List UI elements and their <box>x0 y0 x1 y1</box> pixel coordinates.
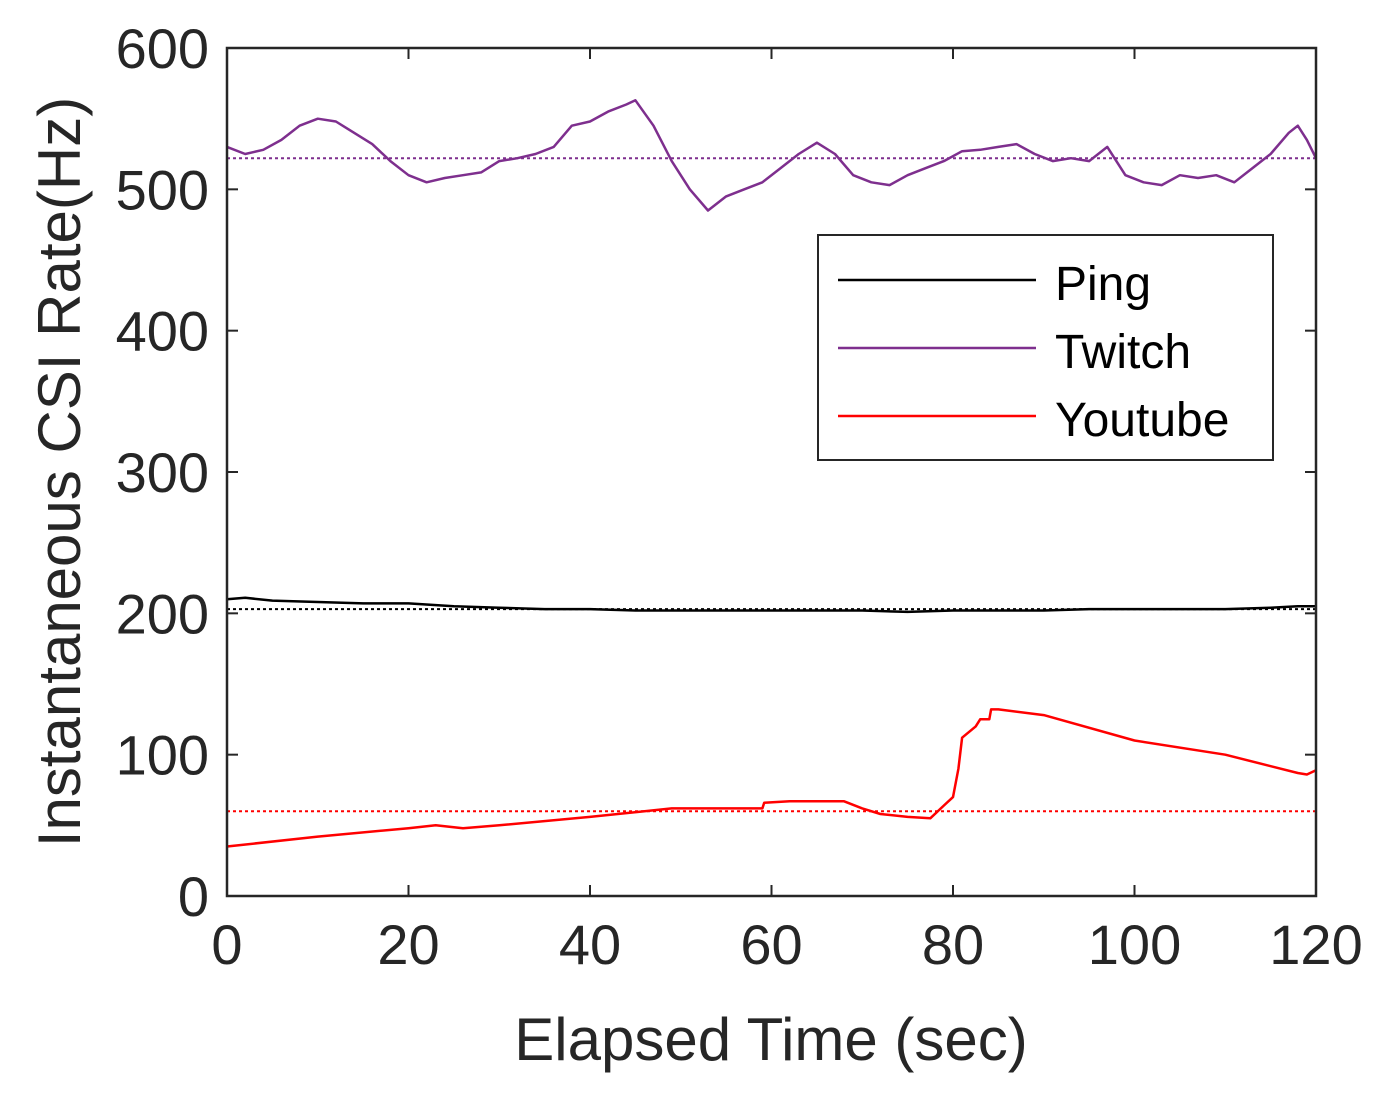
y-tick-label: 300 <box>116 441 209 504</box>
y-tick-label: 500 <box>116 158 209 221</box>
x-tick-label: 20 <box>377 913 439 976</box>
x-tick-label: 0 <box>211 913 242 976</box>
legend-label-ping: Ping <box>1055 258 1151 311</box>
legend-label-twitch: Twitch <box>1055 326 1191 379</box>
legend-label-youtube: Youtube <box>1055 394 1229 447</box>
x-tick-label: 100 <box>1088 913 1181 976</box>
x-tick-label: 60 <box>740 913 802 976</box>
y-axis: 0 100 200 300 400 500 600 <box>116 17 1316 928</box>
y-tick-label: 100 <box>116 724 209 787</box>
x-tick-label: 120 <box>1269 913 1362 976</box>
y-tick-label: 600 <box>116 17 209 80</box>
series-line-ping <box>226 596 1316 614</box>
x-axis-title: Elapsed Time (sec) <box>514 1006 1028 1073</box>
x-tick-label: 80 <box>922 913 984 976</box>
series-lines <box>226 99 1318 848</box>
y-tick-label: 200 <box>116 582 209 645</box>
series-line-twitch <box>226 99 1318 212</box>
x-tick-label: 40 <box>559 913 621 976</box>
y-tick-label: 0 <box>178 865 209 928</box>
x-axis: 0 20 40 60 80 100 120 <box>211 48 1363 976</box>
y-axis-title: Instantaneous CSI Rate(Hz) <box>26 97 93 847</box>
series-line-youtube <box>226 708 1317 848</box>
y-tick-label: 400 <box>116 300 209 363</box>
legend: Ping Twitch Youtube <box>817 234 1274 461</box>
